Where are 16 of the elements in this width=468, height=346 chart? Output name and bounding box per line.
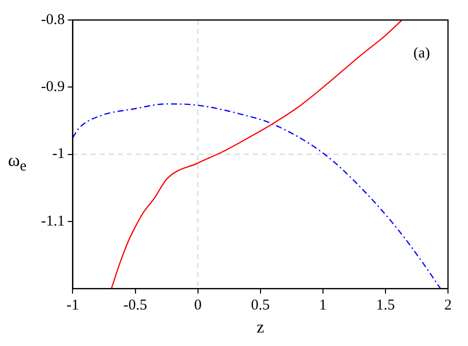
line-series: [110, 20, 403, 289]
y-axis-title: ω$_{e}$: [8, 150, 27, 176]
y-tick-label: -1: [52, 146, 65, 162]
y-tick-label: -0.8: [40, 12, 65, 28]
y-tick-label: -0.9: [40, 79, 65, 96]
x-tick-label: -0.5: [123, 298, 148, 314]
x-tick-label: -1: [66, 298, 79, 314]
x-tick-label: 1: [319, 298, 327, 314]
line-series: [72, 103, 442, 289]
x-tick-label: 0.5: [251, 298, 270, 314]
x-axis-title: z: [256, 317, 265, 336]
x-tick-label: 2: [444, 298, 452, 314]
x-tick-label: 1.5: [376, 298, 395, 314]
annotation: (a): [413, 45, 430, 62]
y-tick-label: -1.1: [40, 213, 65, 230]
x-tick-label: 0: [194, 298, 202, 314]
